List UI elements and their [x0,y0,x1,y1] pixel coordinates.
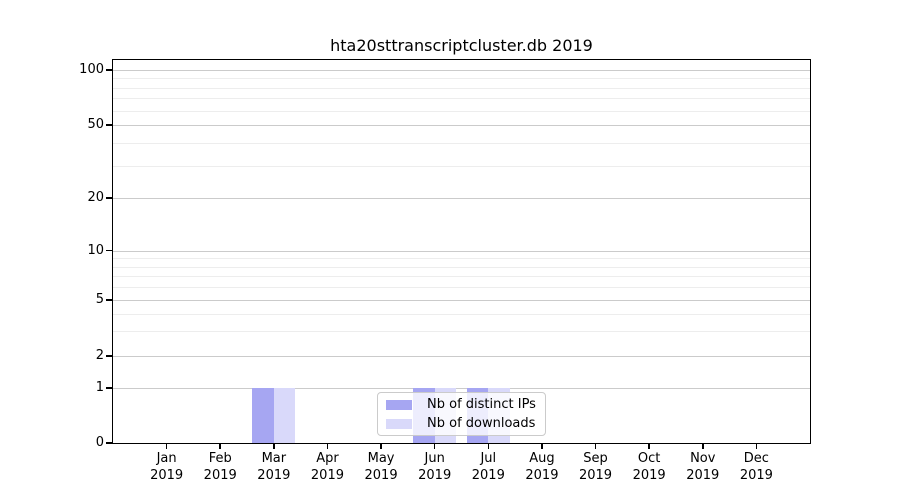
gridline-minor [113,258,810,260]
gridline-major [113,70,810,71]
x-tick-label: Jan 2019 [150,451,184,483]
gridline-major [113,388,810,389]
legend-item-distinct-ips: Nb of distinct IPs [386,395,537,414]
x-tick-label: Aug 2019 [525,451,559,483]
y-tick-label: 20 [87,190,104,205]
gridline-minor [113,266,810,268]
chart-title: hta20sttranscriptcluster.db 2019 [330,36,593,55]
y-tick-label: 50 [87,117,104,132]
legend-label-distinct-ips: Nb of distinct IPs [427,397,536,412]
legend-item-downloads: Nb of downloads [386,414,537,433]
legend: Nb of distinct IPs Nb of downloads [377,392,546,436]
y-tick-label: 2 [95,348,104,363]
y-tick [106,197,113,199]
x-tick-label: Apr 2019 [310,451,344,483]
x-tick [165,443,168,449]
gridline-minor [113,98,810,100]
gridline-minor [113,331,810,333]
gridline-minor [113,110,810,112]
gridline-minor [113,87,810,89]
plot-area [113,60,810,443]
y-tick-label: 5 [95,292,104,307]
x-tick-label: Feb 2019 [203,451,237,483]
y-tick-label: 10 [87,242,104,258]
gridline-minor [113,313,810,315]
legend-label-downloads: Nb of downloads [427,416,536,431]
gridline-minor [113,165,810,167]
y-tick [106,387,113,389]
x-tick [326,443,329,449]
x-tick [487,443,490,449]
gridline-major [113,356,810,357]
legend-swatch-distinct-ips-icon [386,399,412,410]
x-tick [433,443,436,449]
x-tick-label: Nov 2019 [686,451,720,483]
x-tick-label: Jun 2019 [418,451,452,483]
y-tick [106,299,113,301]
gridline-major [113,300,810,301]
y-tick-label: 1 [95,380,104,395]
y-tick [106,355,113,357]
gridline-minor [113,287,810,289]
gridline-major [113,198,810,199]
x-tick-label: May 2019 [364,451,398,483]
x-tick [648,443,650,449]
x-tick [380,443,382,449]
gridline-major [113,250,810,252]
x-tick-label: Mar 2019 [257,451,291,483]
x-tick [594,443,597,449]
bar-downloads-mar-2019 [273,388,296,443]
x-tick [755,443,758,449]
x-tick-label: Oct 2019 [632,451,666,483]
x-tick-label: Sep 2019 [578,451,613,483]
y-tick [106,442,113,444]
legend-swatch-downloads-icon [386,418,412,429]
y-tick-label: 100 [79,62,104,77]
gridline-minor [113,142,810,144]
y-tick [106,69,113,71]
x-tick [541,443,543,449]
gridline-minor [113,276,810,278]
x-tick-label: Jul 2019 [471,451,505,483]
x-tick [273,443,275,449]
y-tick [106,124,113,126]
y-tick-label: 0 [95,435,104,450]
gridline-major [113,125,810,126]
bar-distinct-ips-mar-2019 [252,388,274,443]
gridline-minor [113,78,810,80]
x-tick-label: Dec 2019 [739,451,773,483]
x-tick [701,443,704,449]
y-tick [106,249,113,252]
x-tick [219,443,222,449]
